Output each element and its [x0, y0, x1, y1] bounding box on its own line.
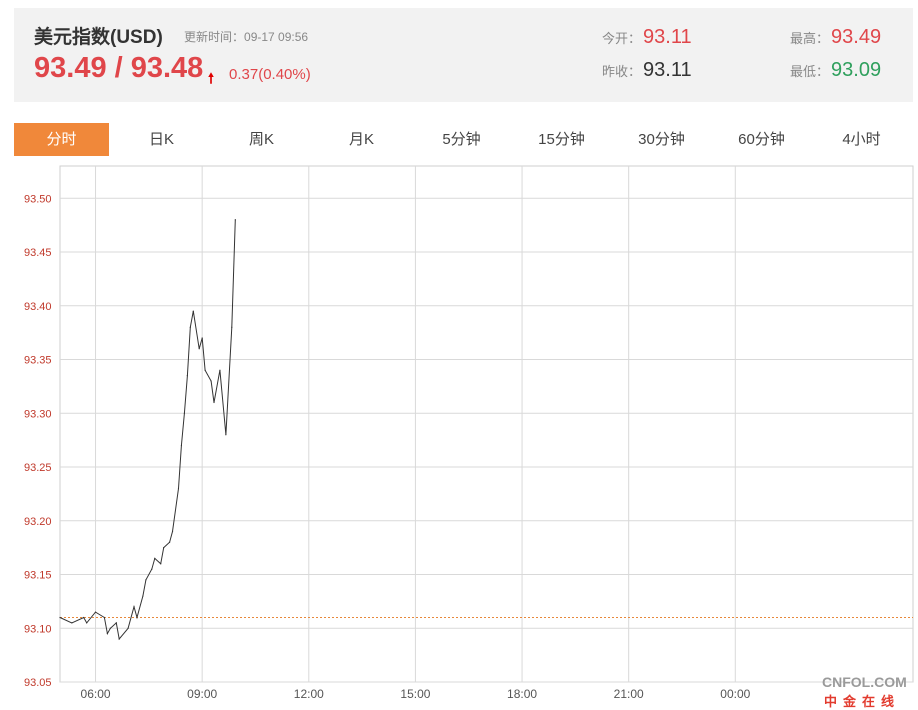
price-point — [142, 595, 144, 597]
x-tick-label: 15:00 — [400, 687, 430, 701]
open-value: 93.11 — [643, 26, 692, 48]
y-tick-label: 93.25 — [24, 462, 52, 474]
high-label: 最高： — [790, 31, 830, 46]
price-point — [231, 326, 233, 328]
price-point — [163, 547, 165, 549]
price-point — [103, 616, 106, 619]
price-point — [94, 611, 97, 613]
price-change: 0.37(0.40%) — [229, 66, 311, 83]
prev-close-label: 昨收： — [602, 64, 642, 79]
price-point — [186, 375, 188, 377]
price-point — [71, 622, 73, 624]
price-point — [213, 401, 215, 404]
price-point — [219, 369, 221, 371]
tab-15min[interactable]: 15分钟 — [538, 131, 585, 148]
quote-header: 美元指数(USD) 更新时间：09-17 09:56 93.49 / 93.48… — [14, 8, 913, 102]
x-tick-label: 18:00 — [507, 687, 537, 701]
y-tick-label: 93.50 — [24, 193, 52, 205]
price-point — [127, 627, 129, 629]
low-value: 93.09 — [831, 59, 882, 81]
tab-30min[interactable]: 30分钟 — [638, 131, 685, 148]
price-point — [168, 541, 171, 543]
update-time-value: 09-17 09:56 — [244, 30, 309, 44]
y-tick-label: 93.15 — [24, 570, 52, 582]
y-tick-label: 93.30 — [24, 408, 52, 420]
open-stat: 今开： 93.11 — [602, 26, 692, 49]
price-point — [201, 337, 203, 339]
price-point — [115, 622, 117, 624]
current-price: 93.49 / 93.48 — [34, 52, 204, 84]
high-stat: 最高： 93.49 — [790, 26, 881, 49]
low-label: 最低： — [790, 64, 830, 79]
tab-4hour[interactable]: 4小时 — [842, 131, 881, 148]
update-time: 更新时间：09-17 09:56 — [184, 28, 308, 45]
x-tick-label: 00:00 — [720, 687, 750, 701]
price-point — [83, 616, 85, 619]
period-tabs: 分时 日K 周K 月K 5分钟 15分钟 30分钟 60分钟 4小时 — [14, 123, 913, 156]
up-arrow-icon: 🠕 — [208, 70, 215, 86]
open-label: 今开： — [602, 31, 642, 46]
price-point — [160, 563, 162, 565]
y-tick-label: 93.35 — [24, 355, 52, 367]
x-tick-label: 09:00 — [187, 687, 217, 701]
price-point — [136, 616, 138, 619]
price-point — [171, 530, 174, 533]
x-tick-label: 06:00 — [81, 687, 111, 701]
price-point — [204, 369, 206, 371]
price-point — [225, 434, 227, 436]
price-point — [180, 444, 183, 447]
price-point — [151, 568, 153, 570]
update-time-label: 更新时间： — [184, 30, 245, 44]
intraday-chart: 93.05 93.10 93.15 93.20 93.25 93.30 93.35 93.40… — [24, 165, 914, 701]
tab-daily-k[interactable]: 日K — [148, 131, 174, 148]
price-point — [154, 557, 156, 559]
y-tick-label: 93.45 — [24, 247, 52, 259]
high-value: 93.49 — [831, 26, 882, 48]
tab-5min[interactable]: 5分钟 — [442, 131, 481, 148]
tab-60min[interactable]: 60分钟 — [738, 131, 785, 148]
tab-monthly-k[interactable]: 月K — [348, 131, 374, 148]
price-point — [177, 487, 180, 490]
price-point — [59, 616, 61, 619]
price-point — [189, 326, 191, 328]
plot-frame — [59, 165, 914, 683]
tab-intraday[interactable]: 分时 — [14, 123, 109, 156]
y-tick-label: 93.40 — [24, 301, 52, 313]
price-point — [86, 622, 88, 624]
price-point — [106, 633, 108, 635]
price-point — [133, 606, 135, 608]
price-point — [210, 380, 212, 382]
tab-weekly-k[interactable]: 周K — [248, 131, 274, 148]
price-point — [145, 579, 147, 581]
x-tick-label: 12:00 — [294, 687, 324, 701]
prev-close-stat: 昨收： 93.11 — [602, 59, 692, 82]
prev-close-value: 93.11 — [643, 59, 692, 81]
price-point — [183, 412, 185, 414]
brand-watermark-cn: 中金在线 — [824, 694, 901, 709]
price-series-line — [59, 219, 236, 641]
price-point — [198, 348, 200, 350]
y-tick-label: 93.05 — [24, 677, 52, 689]
price-point — [192, 310, 194, 312]
instrument-title: 美元指数(USD) — [34, 27, 163, 48]
low-stat: 最低： 93.09 — [790, 59, 881, 82]
y-tick-label: 93.20 — [24, 516, 52, 528]
price-point — [118, 638, 120, 640]
price-point — [234, 219, 236, 221]
price-point — [109, 627, 111, 629]
x-tick-label: 21:00 — [614, 687, 644, 701]
y-tick-label: 93.10 — [24, 623, 52, 635]
brand-watermark: CNFOL.COM — [822, 674, 907, 690]
